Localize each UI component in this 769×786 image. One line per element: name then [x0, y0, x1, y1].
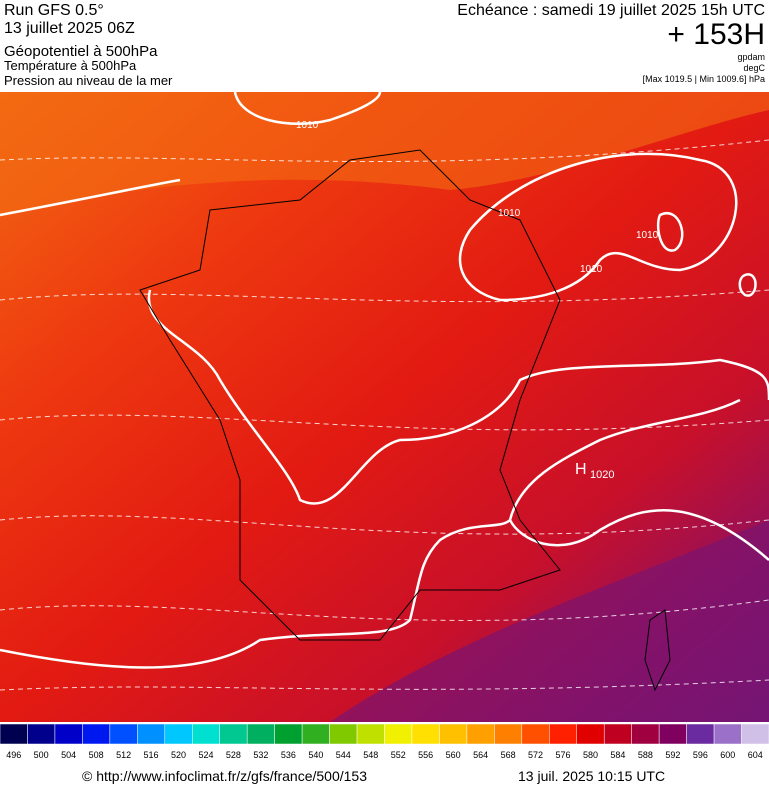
- map-label: 1010: [580, 264, 603, 275]
- colorbar-cell: [27, 723, 56, 745]
- colorbar-cell: [411, 723, 440, 745]
- colorbar-cell: [192, 723, 220, 745]
- colorbar-label: 528: [226, 750, 241, 760]
- colorbar-label: 544: [336, 750, 351, 760]
- colorbar-label: 552: [391, 750, 406, 760]
- corsica-outline: [644, 609, 671, 692]
- colorbar-cell: [164, 723, 193, 745]
- map: 1010 1010 1010 1010 H 1020: [0, 91, 769, 722]
- colorbar-label: 556: [418, 750, 433, 760]
- colorbar-label: 592: [665, 750, 680, 760]
- colorbar-cell: [137, 723, 166, 745]
- colorbar-label: 540: [308, 750, 323, 760]
- colorbar-label: 588: [638, 750, 653, 760]
- colorbar-cell: [658, 723, 687, 745]
- colorbar-label: 532: [253, 750, 268, 760]
- colorbar-label: 500: [34, 750, 49, 760]
- colorbar-label: 520: [171, 750, 186, 760]
- temp-band: [330, 520, 769, 722]
- colorbar-cell: [329, 723, 358, 745]
- unit: gpdam: [737, 52, 765, 62]
- colorbar-label: 596: [693, 750, 708, 760]
- colorbar-cell: [631, 723, 660, 745]
- run: Run GFS 0.5°: [4, 2, 104, 19]
- colorbar-cell: [274, 723, 303, 745]
- colorbar-cell: [439, 723, 468, 745]
- isotherms: [0, 139, 769, 691]
- colorbar-label: 600: [720, 750, 735, 760]
- param: Pression au niveau de la mer: [4, 73, 173, 88]
- colorbar-label: 568: [501, 750, 516, 760]
- colorbar-cell: [549, 723, 577, 745]
- colorbar-label: 496: [6, 750, 21, 760]
- colorbar-cell: [356, 723, 385, 745]
- colorbar-cell: [466, 723, 495, 745]
- map-label: 1010: [296, 120, 319, 131]
- colorbar-label: 536: [281, 750, 296, 760]
- colorbar-cell: [494, 723, 523, 745]
- colorbar-label: 504: [61, 750, 76, 760]
- param: Température à 500hPa: [4, 58, 137, 73]
- footer-stamp: 13 juil. 2025 10:15 UTC: [518, 768, 665, 784]
- colorbar-cell: [82, 723, 111, 745]
- lead-time: + 153H: [667, 18, 765, 51]
- pressure-range: [Max 1019.5 | Min 1009.6] hPa: [643, 74, 765, 84]
- colorbar-cell: [521, 723, 550, 745]
- colorbar-cell: [713, 723, 742, 745]
- colorbar-cell: [741, 723, 769, 745]
- run-date: 13 juillet 2025 06Z: [4, 20, 135, 37]
- colorbar-cell: [0, 723, 28, 745]
- footer-url: © http://www.infoclimat.fr/z/gfs/france/…: [82, 768, 367, 784]
- colorbar-label: 564: [473, 750, 488, 760]
- colorbar-label: 560: [446, 750, 461, 760]
- colorbar-label: 604: [748, 750, 763, 760]
- echeance: Echéance : samedi 19 juillet 2025 15h UT…: [457, 2, 765, 19]
- colorbar-label: 516: [144, 750, 159, 760]
- temp-band: [0, 92, 769, 215]
- colorbar-cell: [246, 723, 275, 745]
- colorbar-cell: [109, 723, 138, 745]
- colorbar-cell: [54, 723, 83, 745]
- unit: degC: [743, 63, 765, 73]
- colorbar-label: 580: [583, 750, 598, 760]
- colorbar-cell: [384, 723, 413, 745]
- map-label: 1010: [498, 208, 521, 219]
- param: Géopotentiel à 500hPa: [4, 43, 158, 60]
- map-label: 1010: [636, 230, 659, 241]
- isobars: [0, 91, 769, 669]
- colorbar-cell: [301, 723, 330, 745]
- colorbar-cell: [603, 723, 632, 745]
- colorbar-label: 584: [610, 750, 625, 760]
- map-label: 1020: [590, 469, 614, 481]
- colorbar-label: 524: [198, 750, 213, 760]
- colorbar-label: 572: [528, 750, 543, 760]
- colorbar-label: 512: [116, 750, 131, 760]
- colorbar-label: 576: [556, 750, 571, 760]
- france-outline: [139, 149, 561, 641]
- map-label: H: [575, 461, 587, 478]
- colorbar-label: 548: [363, 750, 378, 760]
- colorbar: 496 500 504 508 512 516 520 524 528 532 536 540 544 5…: [0, 723, 769, 760]
- colorbar-cell: [576, 723, 605, 745]
- colorbar-label: 508: [89, 750, 104, 760]
- colorbar-cell: [686, 723, 715, 745]
- colorbar-cell: [219, 723, 248, 745]
